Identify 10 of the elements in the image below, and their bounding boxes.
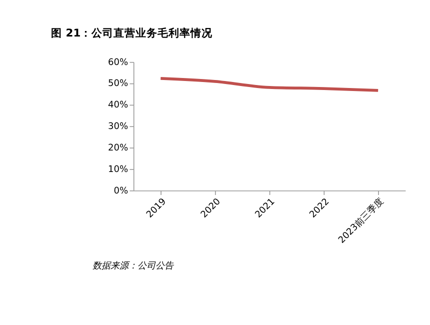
- y-tick-label: 0%: [114, 186, 128, 196]
- y-tick-label: 60%: [108, 58, 128, 68]
- source-note: 数据来源：公司公告: [92, 260, 174, 272]
- line-series: [159, 76, 380, 92]
- chart-title: 图 21：公司直营业务毛利率情况: [51, 26, 214, 40]
- y-tick-label: 50%: [108, 79, 128, 90]
- y-tick-label: 20%: [108, 144, 128, 154]
- y-tick-label: 40%: [108, 100, 128, 111]
- y-tick-label: 30%: [108, 122, 128, 132]
- y-tick-label: 10%: [108, 164, 128, 175]
